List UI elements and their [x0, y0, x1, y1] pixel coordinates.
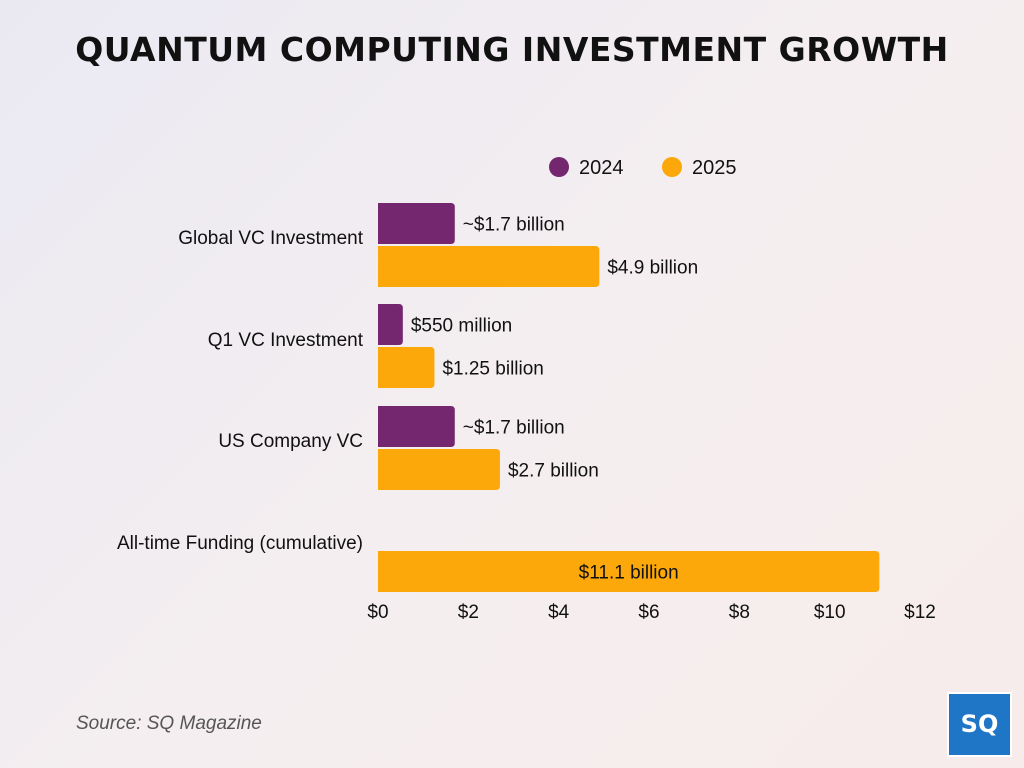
bar-2024 [378, 304, 403, 345]
x-tick-label: $6 [638, 602, 659, 623]
chart-title: QUANTUM COMPUTING INVESTMENT GROWTH [75, 30, 949, 69]
x-tick-label: $0 [367, 602, 388, 623]
source-note: Source: SQ Magazine [76, 713, 262, 734]
category-label: US Company VC [218, 431, 363, 452]
data-label: $550 million [411, 316, 512, 337]
bar-2024 [378, 203, 455, 244]
data-label: $1.25 billion [442, 359, 543, 380]
x-tick-label: $8 [729, 602, 750, 623]
data-label: $2.7 billion [508, 461, 599, 482]
legend-swatch-2025 [662, 157, 682, 177]
category-label: Q1 VC Investment [208, 330, 364, 351]
legend-label-2024: 2024 [579, 157, 624, 179]
x-tick-label: $2 [458, 602, 479, 623]
bar-2025 [378, 347, 435, 388]
bar-2025 [378, 449, 500, 490]
data-label: ~$1.7 billion [463, 418, 565, 439]
data-label: $11.1 billion [579, 563, 679, 584]
data-label: $4.9 billion [607, 258, 698, 279]
bar-2024 [378, 406, 455, 447]
bar-2025 [378, 246, 600, 287]
legend-label-2025: 2025 [692, 157, 737, 179]
data-label: ~$1.7 billion [463, 215, 565, 236]
category-label: All-time Funding (cumulative) [117, 533, 363, 554]
x-tick-label: $12 [904, 602, 936, 623]
bar-chart: 2024 2025 Global VC Investment Q1 VC Invest… [117, 157, 936, 623]
category-label: Global VC Investment [178, 228, 364, 249]
x-tick-label: $4 [548, 602, 570, 623]
bar-2025 [378, 551, 880, 592]
sq-magazine-logo: SQ [947, 692, 1012, 757]
logo-text: SQ [960, 710, 999, 738]
x-tick-label: $10 [814, 602, 846, 623]
legend-swatch-2024 [549, 157, 569, 177]
